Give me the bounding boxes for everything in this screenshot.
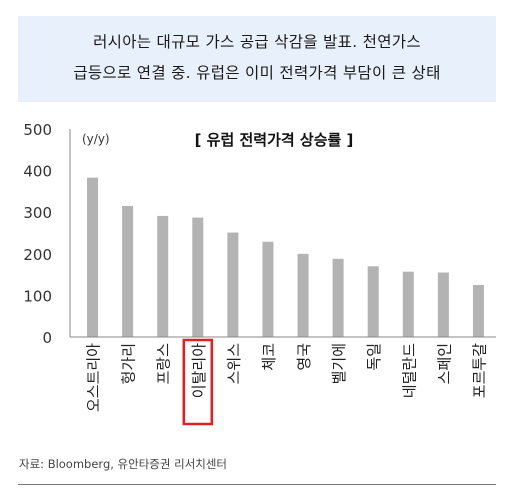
bottom-rule [18, 484, 496, 485]
x-tick-label: 체코 [260, 343, 278, 371]
bar-8 [367, 266, 379, 337]
bar-1 [122, 205, 134, 337]
bar-2 [157, 215, 169, 337]
x-tick-label: 네덜란드 [400, 343, 418, 398]
bar-chart: [ 유럽 전력가격 상승률 ] (y/y) 0 100 200 300 400 500 오… [23, 121, 496, 426]
bar-0 [87, 177, 99, 337]
y-tick-label: 100 [23, 287, 52, 305]
x-tick-label: 스위스 [225, 343, 243, 385]
bar-11 [472, 285, 484, 337]
bar-4 [227, 232, 239, 337]
y-tick-label: 400 [23, 163, 52, 181]
y-tick-label: 200 [23, 246, 52, 264]
x-tick-label: 스페인 [435, 343, 453, 384]
x-tick-label: 오스트리아 [85, 343, 103, 412]
bar-3 [192, 217, 204, 337]
chart-title: [ 유럽 전력가격 상승률 ] [195, 131, 354, 149]
y-unit-label: (y/y) [82, 132, 110, 146]
x-tick-label: 헝가리 [120, 343, 138, 384]
banner-line-1: 러시아는 대규모 가스 공급 삭감을 발표. 천연가스 [93, 33, 421, 51]
bar-7 [332, 258, 344, 337]
y-tick-label: 300 [23, 204, 52, 222]
bar-10 [437, 272, 449, 337]
y-tick-label: 0 [42, 329, 52, 347]
summary-banner: 러시아는 대규모 가스 공급 삭감을 발표. 천연가스 급등으로 연결 중. 유… [18, 16, 496, 102]
source-note: 자료: Bloomberg, 유안타증권 리서치센터 [19, 457, 228, 471]
x-tick-label: 독일 [365, 343, 383, 371]
x-tick-label: 영국 [295, 343, 313, 371]
bar-9 [402, 271, 414, 337]
highlight-box [182, 338, 214, 426]
bar-5 [262, 241, 274, 337]
x-tick-label: 벨기에 [330, 343, 348, 384]
y-tick-label: 500 [23, 121, 52, 139]
x-tick-label: 프랑스 [155, 343, 173, 385]
x-tick-label: 포르투갈 [470, 343, 488, 398]
x-tick-label: 이탈리아 [190, 343, 208, 398]
bar-6 [297, 253, 309, 337]
banner-line-2: 급등으로 연결 중. 유럽은 이미 전력가격 부담이 큰 상태 [73, 64, 441, 82]
